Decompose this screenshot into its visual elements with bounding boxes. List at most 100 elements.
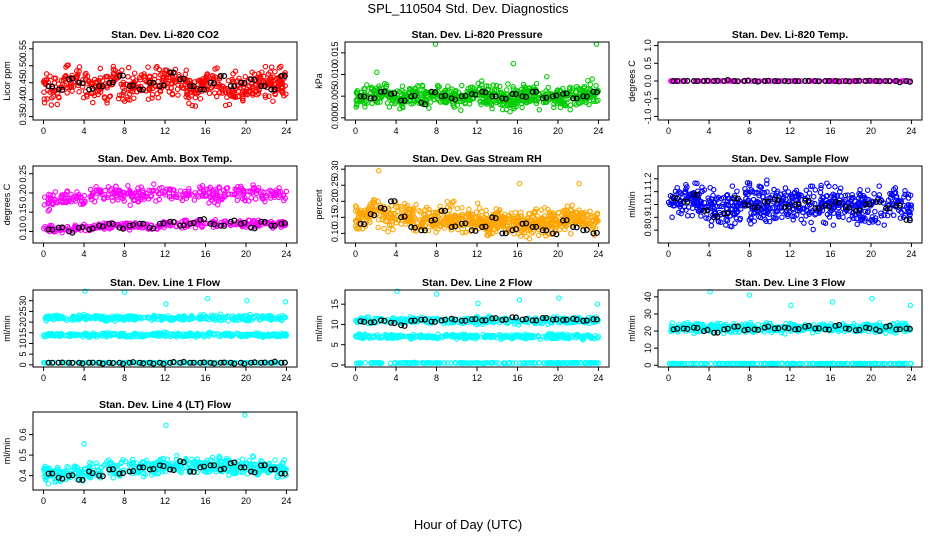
average-point (472, 227, 479, 234)
average-point (75, 79, 82, 86)
data-point (248, 195, 255, 201)
data-point (407, 94, 413, 100)
data-point (881, 222, 887, 228)
data-point (235, 88, 242, 94)
data-point (145, 64, 151, 70)
data-point (497, 218, 503, 225)
average-point (217, 222, 224, 229)
data-point (191, 197, 198, 203)
data-point (125, 183, 131, 189)
average-point (217, 72, 224, 79)
average-point (130, 221, 137, 228)
average-point (580, 227, 587, 234)
average-point (140, 86, 147, 93)
data-point (523, 233, 530, 240)
data-point (251, 217, 257, 224)
average-point (741, 77, 748, 84)
y-tick-label: 0.25 (330, 176, 340, 194)
average-point (96, 222, 103, 229)
data-point (199, 223, 205, 230)
data-point (41, 100, 48, 106)
data-point (41, 202, 48, 208)
average-point (150, 225, 157, 232)
data-point (82, 76, 89, 82)
data-point (121, 289, 128, 295)
data-point (282, 70, 288, 76)
data-point (502, 220, 508, 226)
data-point (240, 192, 246, 198)
average-point (371, 95, 378, 102)
data-point (801, 220, 807, 226)
data-point (584, 211, 590, 217)
data-point (273, 80, 279, 87)
average-point (278, 220, 285, 227)
data-point (470, 220, 476, 226)
data-point (445, 83, 451, 89)
average-point (421, 227, 428, 234)
average-point (822, 77, 829, 84)
x-tick-label: 16 (200, 249, 210, 259)
data-point (204, 186, 210, 193)
data-point (93, 184, 99, 190)
average-point (509, 227, 516, 234)
average-point (452, 96, 459, 103)
data-point (375, 217, 382, 223)
data-point (459, 204, 465, 211)
data-point (171, 187, 177, 193)
data-point (385, 228, 391, 235)
data-point (488, 217, 495, 224)
data-point (64, 90, 70, 96)
data-point (563, 223, 569, 230)
x-tick-label: 20 (553, 126, 563, 136)
data-point (355, 214, 362, 220)
data-point (410, 216, 416, 223)
data-point (465, 221, 471, 227)
data-point (808, 78, 815, 84)
data-point (399, 83, 406, 89)
y-tick-label: 0.010 (330, 63, 340, 86)
average-point (361, 221, 368, 228)
average-point (468, 227, 475, 234)
average-point (805, 77, 812, 84)
data-point (459, 82, 465, 89)
average-point (590, 88, 597, 95)
data-point (170, 190, 177, 197)
average-point (167, 69, 174, 76)
average-point (146, 79, 153, 86)
data-point (44, 96, 50, 102)
average-point (559, 217, 566, 224)
data-point (872, 208, 878, 215)
data-point (105, 184, 112, 190)
panel-title: Stan. Dev. Sample Flow (731, 153, 849, 165)
data-point (104, 100, 110, 106)
y-tick-label: 0.50 (18, 57, 28, 75)
data-point (52, 189, 59, 195)
data-point (390, 226, 396, 233)
average-point (170, 69, 177, 76)
x-tick-label: 24 (593, 126, 603, 136)
data-point (271, 192, 277, 199)
panel-title: Stan. Dev. Gas Stream RH (412, 153, 541, 165)
data-point (375, 198, 381, 205)
average-point (512, 90, 519, 97)
average-point (549, 93, 556, 100)
average-point (190, 220, 197, 227)
data-point (708, 222, 715, 229)
data-point (423, 89, 429, 96)
data-point (544, 73, 550, 80)
data-point (164, 186, 170, 193)
data-point (245, 188, 251, 195)
data-point (806, 190, 813, 196)
average-point (489, 93, 496, 100)
average-point (150, 79, 157, 86)
average-point (492, 215, 499, 222)
x-tick-label: 24 (593, 249, 603, 259)
average-point (187, 83, 194, 90)
average-point (126, 83, 133, 90)
data-point (521, 229, 528, 236)
data-point (148, 192, 155, 199)
average-point (533, 88, 540, 95)
average-point (842, 77, 849, 84)
average-point (543, 94, 550, 101)
data-point (717, 78, 724, 84)
